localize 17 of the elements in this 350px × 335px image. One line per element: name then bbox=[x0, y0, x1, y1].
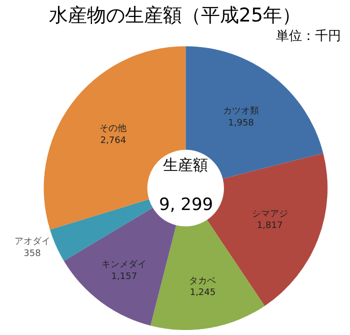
data-label: 1,157 bbox=[111, 272, 138, 282]
data-label: 1,958 bbox=[228, 118, 254, 128]
donut-slice bbox=[50, 199, 153, 261]
data-label: 1,817 bbox=[256, 221, 283, 232]
chart-title: 水産物の生産額（平成25年） bbox=[48, 4, 302, 27]
slice-label: カツオ類 bbox=[223, 106, 259, 117]
slice-label: キンメダイ bbox=[102, 259, 147, 270]
text: 生産額 bbox=[163, 156, 208, 174]
data-label: 2,764 bbox=[100, 136, 126, 146]
slice-label: その他 bbox=[100, 123, 127, 134]
slice-label: シマアジ bbox=[252, 210, 288, 220]
chart-subtitle: 単位：千円 bbox=[276, 29, 341, 44]
data-label: 358 bbox=[24, 248, 42, 259]
data-label: 1,245 bbox=[190, 288, 216, 298]
slice-label: タカベ bbox=[189, 276, 216, 287]
text: 9, 299 bbox=[159, 195, 214, 215]
slice-label: アオダイ bbox=[14, 236, 50, 248]
